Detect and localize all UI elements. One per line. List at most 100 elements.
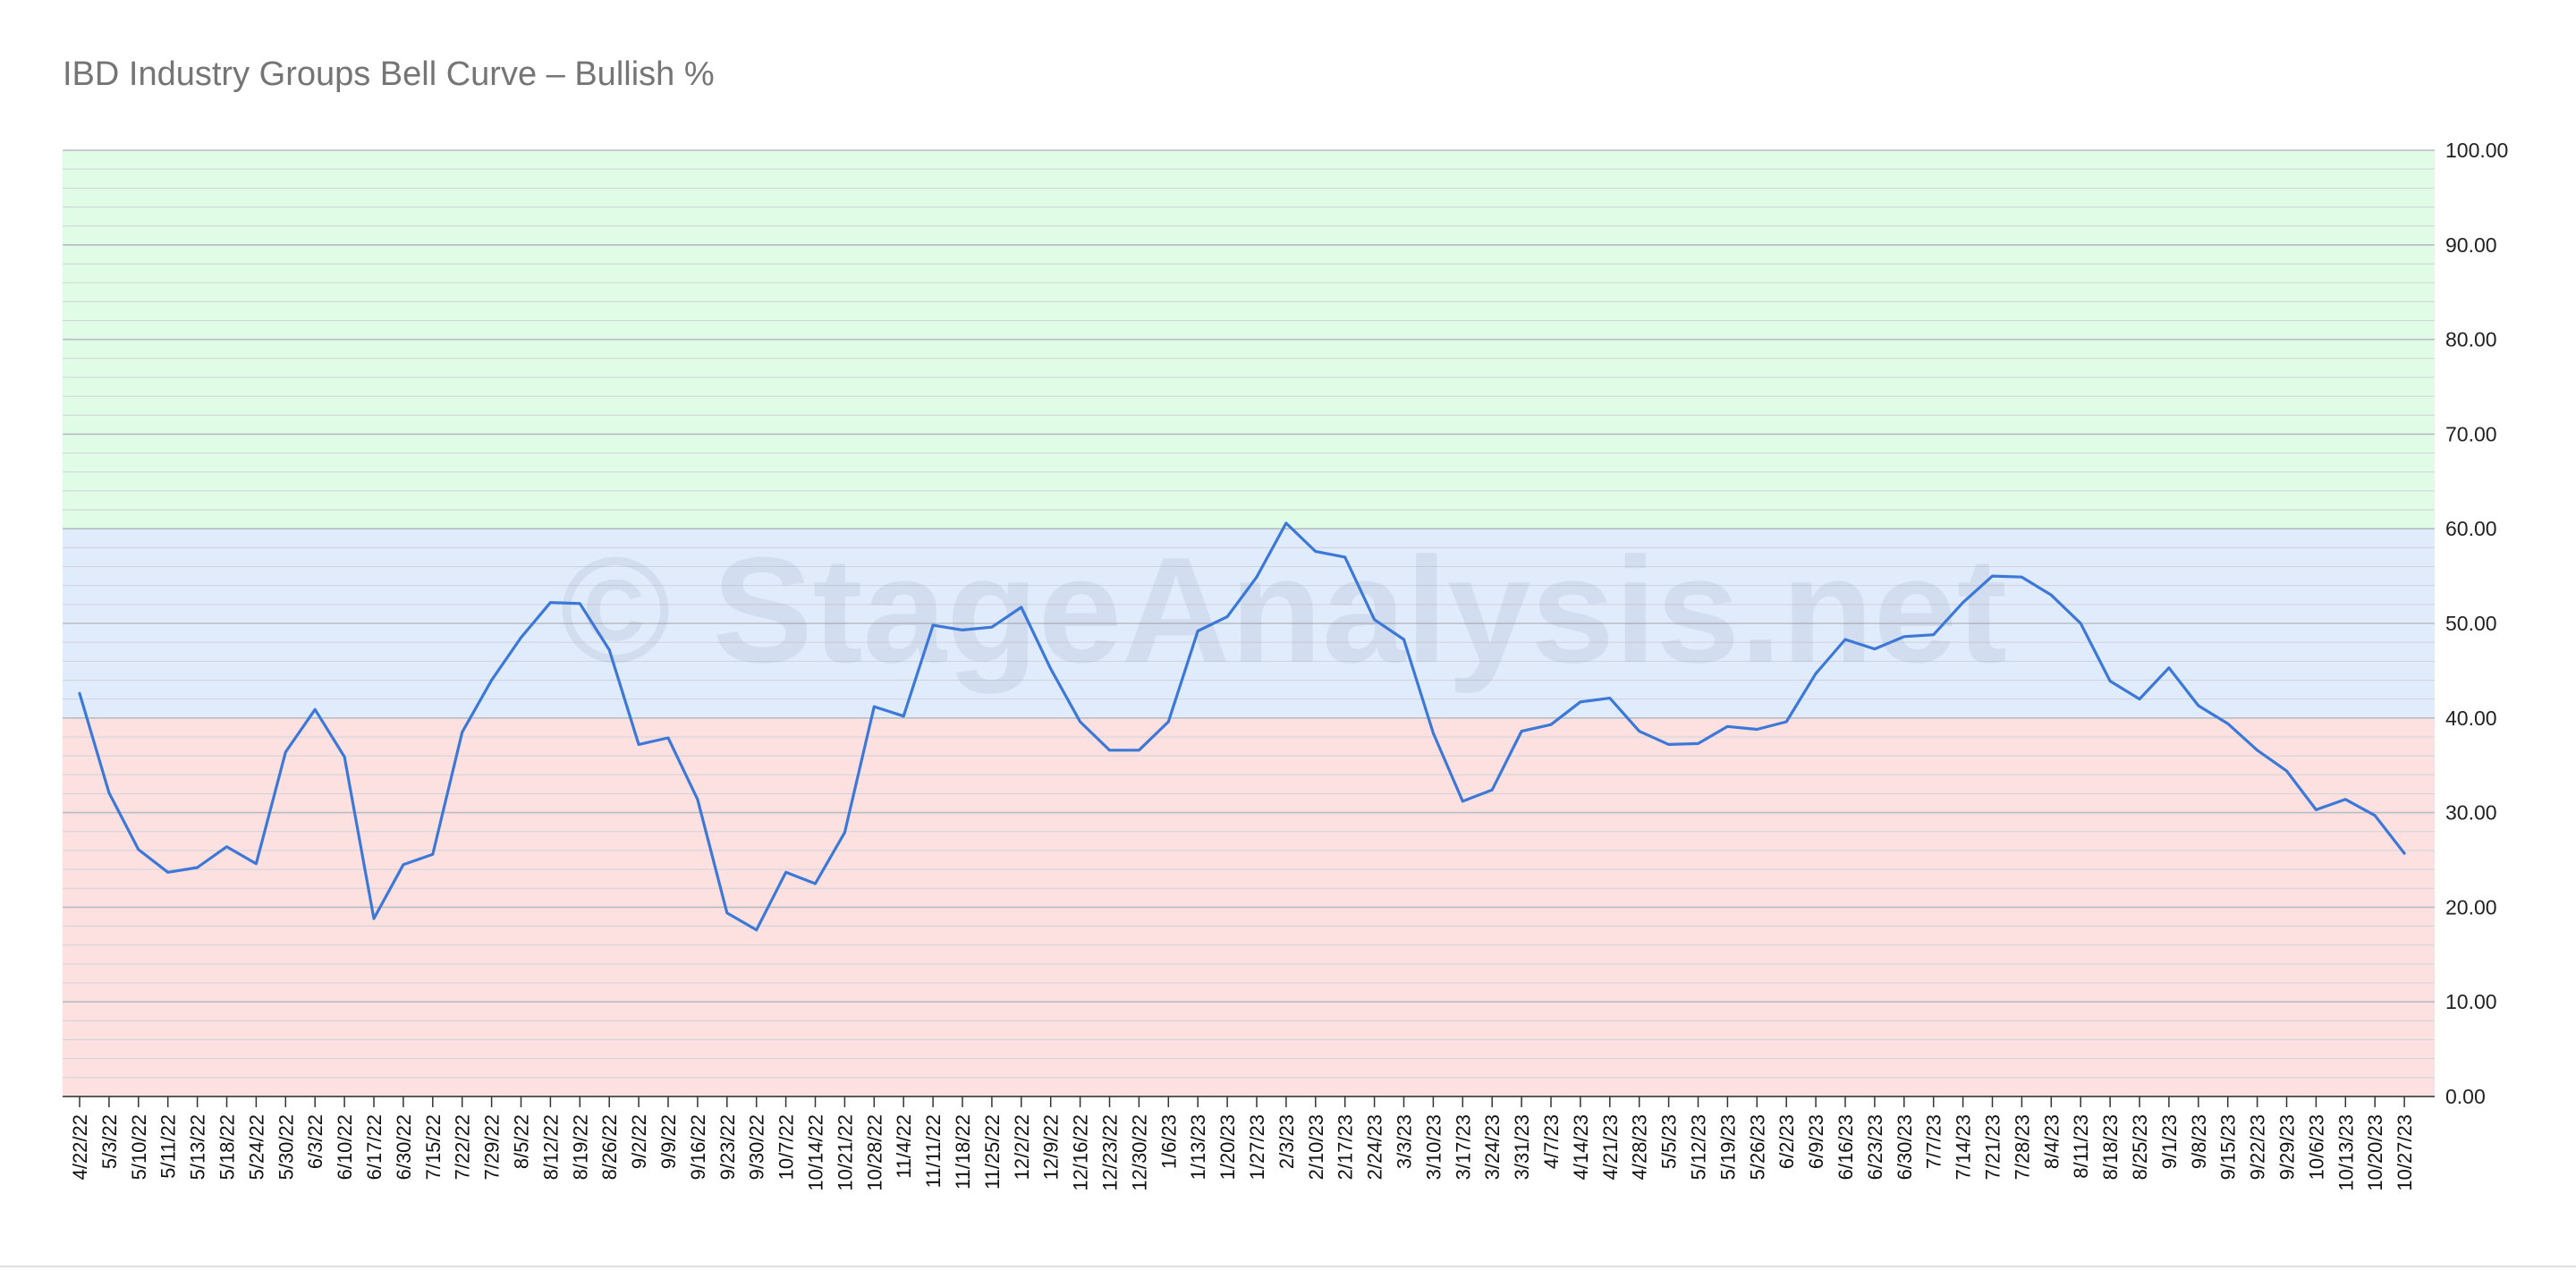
x-tick-label: 8/11/23	[2070, 1114, 2092, 1179]
data-point	[1461, 800, 1464, 803]
data-point	[1284, 521, 1288, 525]
y-tick-label: 80.00	[2445, 328, 2497, 351]
data-point	[402, 863, 405, 867]
x-tick-label: 7/7/23	[1923, 1114, 1945, 1169]
data-point	[548, 601, 552, 605]
x-tick-label: 10/21/22	[834, 1114, 856, 1191]
data-point	[666, 736, 670, 740]
data-point	[1402, 638, 1406, 641]
x-tick-label: 5/12/23	[1688, 1114, 1710, 1180]
data-point	[725, 911, 729, 915]
x-tick-label: 5/10/22	[128, 1114, 150, 1180]
data-point	[2049, 593, 2053, 597]
data-point	[2314, 808, 2318, 811]
data-point	[2138, 698, 2141, 701]
data-point	[431, 852, 435, 856]
y-tick-label: 30.00	[2445, 801, 2497, 825]
x-tick-label: 10/20/23	[2364, 1114, 2386, 1191]
data-point	[1431, 732, 1435, 735]
x-tick-label: 5/30/22	[275, 1114, 297, 1180]
data-point	[2285, 769, 2289, 773]
data-point	[1932, 633, 1936, 637]
x-tick-label: 10/13/23	[2334, 1114, 2357, 1191]
x-tick-label: 6/2/23	[1775, 1114, 1798, 1169]
data-point	[1108, 749, 1112, 752]
x-tick-label: 10/28/22	[863, 1114, 886, 1191]
data-point	[1784, 720, 1788, 724]
x-tick-label: 3/10/23	[1422, 1114, 1445, 1180]
y-tick-label: 0.00	[2445, 1085, 2486, 1108]
x-tick-label: 12/30/22	[1128, 1114, 1150, 1191]
data-point	[2197, 704, 2200, 707]
y-tick-label: 20.00	[2445, 895, 2497, 919]
x-tick-label: 4/7/23	[1540, 1114, 1563, 1169]
x-tick-label: 5/18/22	[216, 1114, 239, 1180]
data-point	[225, 845, 229, 849]
x-tick-label: 6/16/23	[1835, 1114, 1857, 1180]
x-tick-label: 3/31/23	[1511, 1114, 1533, 1180]
data-point	[755, 928, 758, 932]
data-point	[902, 715, 905, 718]
data-point	[1873, 648, 1877, 651]
data-point	[254, 862, 258, 866]
data-point	[2226, 722, 2230, 725]
x-tick-label: 5/24/22	[245, 1114, 267, 1180]
x-tick-label: 11/11/22	[922, 1114, 945, 1188]
x-tick-label: 11/4/22	[893, 1114, 915, 1179]
y-tick-label: 100.00	[2445, 139, 2508, 162]
data-point	[2343, 798, 2347, 801]
data-point	[2079, 622, 2082, 625]
y-tick-label: 60.00	[2445, 517, 2497, 540]
data-point	[284, 750, 287, 754]
x-tick-label: 4/28/23	[1629, 1114, 1651, 1180]
x-tick-label: 11/18/22	[952, 1114, 974, 1190]
x-tick-label: 8/25/23	[2129, 1114, 2151, 1180]
x-tick-label: 10/14/22	[805, 1114, 827, 1191]
data-point	[2020, 575, 2023, 579]
series-line-0	[78, 521, 2406, 932]
x-tick-label: 9/2/22	[628, 1114, 650, 1169]
data-point	[1343, 555, 1347, 559]
x-tick-label: 12/16/22	[1070, 1114, 1092, 1191]
x-tick-label: 5/13/22	[187, 1114, 209, 1180]
data-point	[1697, 741, 1700, 745]
x-tick-label: 6/30/23	[1894, 1114, 1916, 1180]
x-tick-label: 5/19/23	[1716, 1114, 1739, 1180]
data-point	[1579, 700, 1582, 704]
data-point	[990, 625, 994, 629]
data-point	[1373, 618, 1377, 622]
data-point	[520, 636, 523, 639]
x-tick-label: 1/6/23	[1157, 1114, 1180, 1169]
data-point	[1962, 601, 1965, 605]
x-tick-label: 2/3/23	[1275, 1114, 1298, 1169]
y-axis: 0.00 10.00 20.00 30.00 40.00 50.00 60.00 70.00 8…	[2445, 139, 2508, 1108]
data-point	[1314, 550, 1318, 554]
x-tick-label: 9/15/23	[2217, 1114, 2240, 1180]
x-tick-label: 12/9/22	[1040, 1114, 1063, 1180]
x-tick-label: 5/5/23	[1658, 1114, 1681, 1169]
x-tick-label: 8/19/22	[569, 1114, 591, 1180]
x-tick-label: 5/26/23	[1746, 1114, 1768, 1180]
data-point	[843, 831, 846, 834]
data-point	[78, 691, 81, 695]
data-point	[1255, 575, 1258, 579]
x-tick-label: 9/30/22	[746, 1114, 768, 1180]
data-point	[1020, 605, 1023, 609]
x-tick-label: 8/12/22	[539, 1114, 562, 1180]
data-point	[784, 870, 788, 874]
data-point	[1225, 615, 1229, 619]
bottom-divider	[0, 1266, 2576, 1267]
data-point	[814, 882, 818, 885]
y-tick-label: 10.00	[2445, 990, 2497, 1013]
data-point	[196, 866, 199, 869]
y-tick-label: 90.00	[2445, 233, 2497, 257]
x-tick-label: 6/30/22	[393, 1114, 415, 1180]
y-tick-label: 50.00	[2445, 612, 2497, 635]
data-point	[961, 628, 964, 631]
x-tick-label: 6/10/22	[334, 1114, 356, 1180]
x-tick-label: 5/3/22	[98, 1114, 121, 1169]
data-point	[578, 602, 581, 605]
watermark: © StageAnalysis.net	[560, 526, 2007, 694]
x-tick-label: 7/29/22	[481, 1114, 504, 1180]
x-tick-label: 7/22/22	[452, 1114, 474, 1180]
